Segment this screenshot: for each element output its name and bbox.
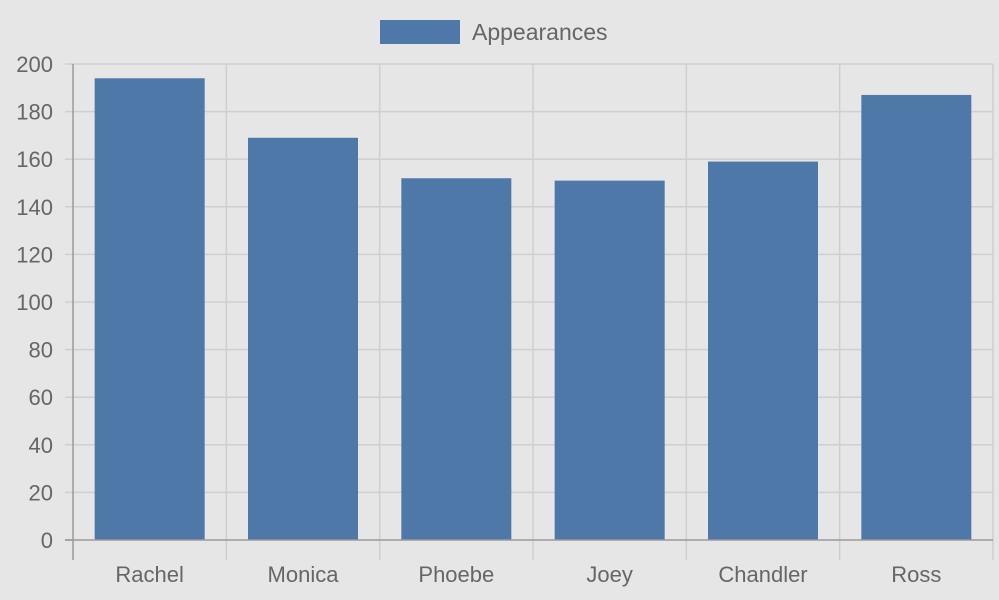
x-tick-label: Chandler (718, 562, 807, 587)
y-tick-label: 20 (29, 480, 53, 505)
y-tick-label: 80 (29, 338, 53, 363)
bar-ross (861, 94, 972, 540)
y-tick-label: 200 (16, 52, 53, 77)
bar-rachel (94, 78, 205, 540)
y-tick-label: 100 (16, 290, 53, 315)
y-tick-label: 0 (41, 528, 53, 553)
y-tick-labels: 0 20 40 60 80 100 120 140 160 180 200 (16, 52, 53, 553)
bars (94, 78, 972, 541)
x-tick-label: Rachel (115, 562, 183, 587)
x-tick-label: Joey (586, 562, 632, 587)
legend: Appearances (380, 19, 608, 45)
bar-chandler (708, 161, 818, 540)
axes (65, 64, 993, 560)
y-tick-label: 180 (16, 100, 53, 125)
x-tick-label: Ross (891, 562, 941, 587)
bar-phoebe (401, 178, 512, 541)
legend-swatch (380, 20, 460, 44)
x-tick-label: Monica (268, 562, 340, 587)
grid-lines (65, 63, 994, 560)
x-tick-labels: Rachel Monica Phoebe Joey Chandler Ross (115, 562, 941, 587)
bar-monica (248, 137, 358, 540)
y-tick-label: 160 (16, 147, 53, 172)
legend-label: Appearances (472, 19, 608, 45)
y-tick-label: 40 (29, 433, 53, 458)
x-tick-label: Phoebe (418, 562, 494, 587)
y-tick-label: 120 (16, 242, 53, 267)
y-tick-label: 60 (29, 385, 53, 410)
y-tick-label: 140 (16, 195, 53, 220)
bar-joey (554, 180, 665, 540)
